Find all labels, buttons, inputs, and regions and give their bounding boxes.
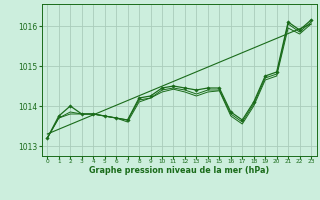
- X-axis label: Graphe pression niveau de la mer (hPa): Graphe pression niveau de la mer (hPa): [89, 166, 269, 175]
